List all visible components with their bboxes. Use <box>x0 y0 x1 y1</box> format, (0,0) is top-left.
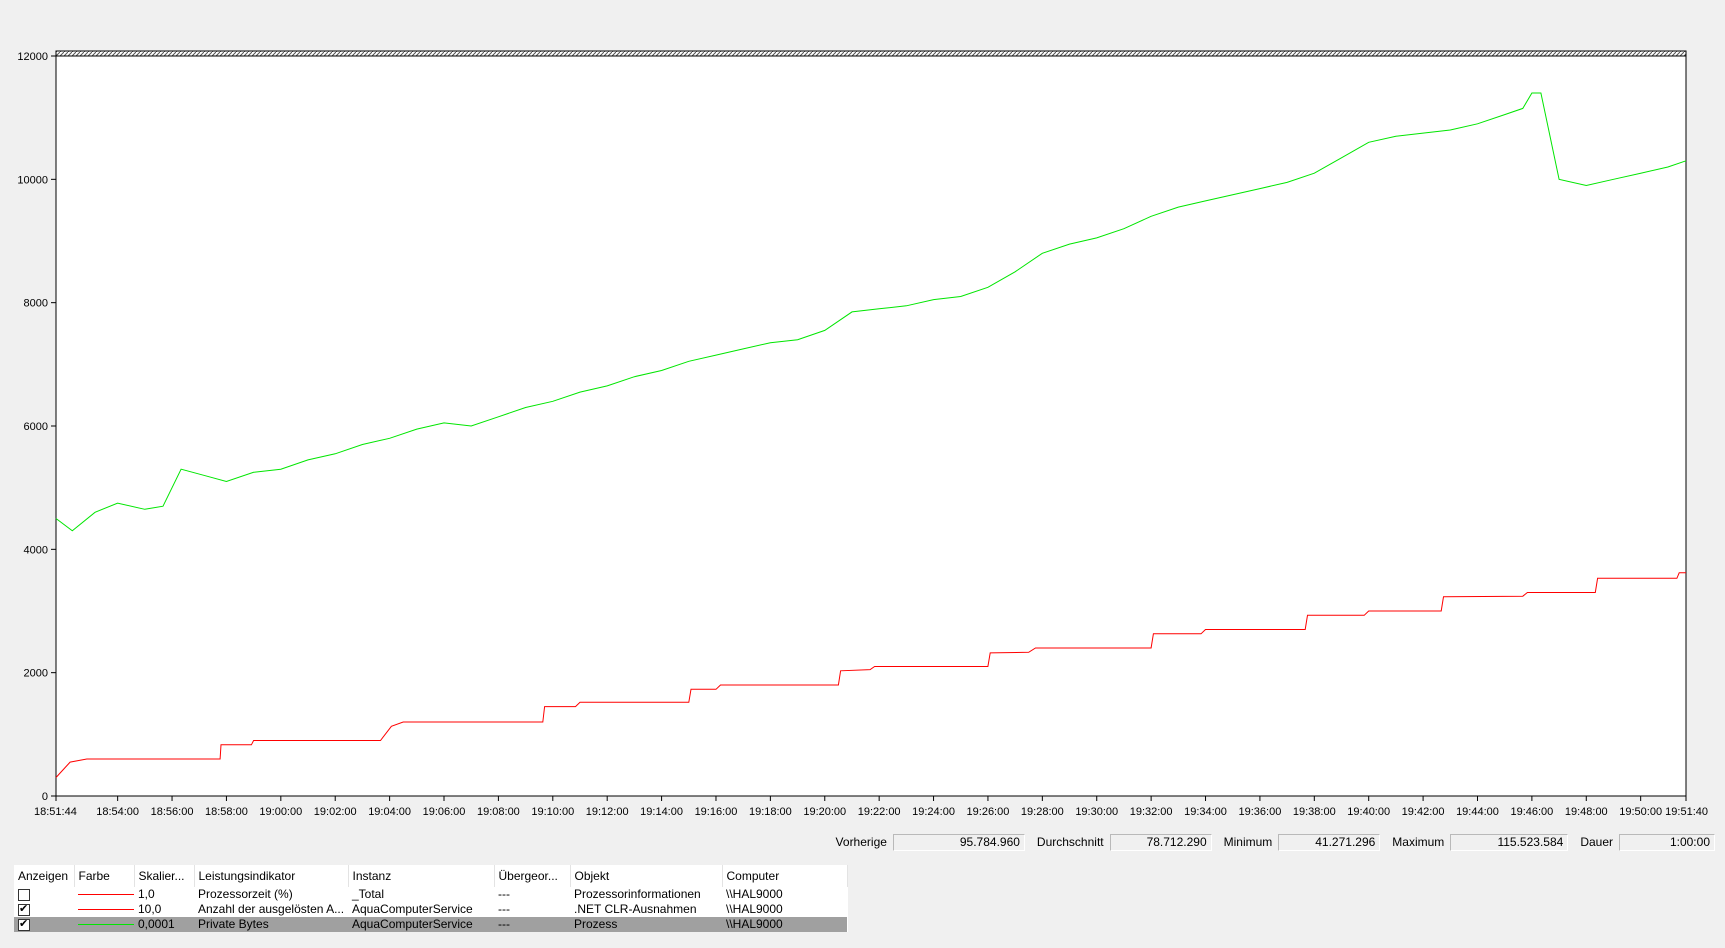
average-value: 78.712.290 <box>1109 833 1212 851</box>
counter-cell: Prozessorzeit (%) <box>198 887 293 901</box>
x-tick-label: 19:48:00 <box>1565 806 1608 818</box>
object-cell: Prozessorinformationen <box>574 887 701 901</box>
previous-value: 95.784.960 <box>892 833 1025 851</box>
object-cell: Prozess <box>570 917 722 932</box>
x-tick-label: 19:38:00 <box>1293 806 1336 818</box>
x-tick-label: 19:16:00 <box>695 806 738 818</box>
color-swatch <box>78 909 134 911</box>
x-tick-label: 18:51:44 <box>34 806 77 818</box>
object-cell: .NET CLR-Ausnahmen <box>574 902 697 916</box>
column-header-computer[interactable]: Computer <box>722 865 848 887</box>
table-row[interactable]: 10,0 Anzahl der ausgelösten A... AquaCom… <box>14 902 847 917</box>
x-tick-label: 19:22:00 <box>858 806 901 818</box>
color-swatch <box>78 894 134 896</box>
x-tick-label: 19:40:00 <box>1347 806 1390 818</box>
column-header-instance[interactable]: Instanz <box>348 865 495 887</box>
x-tick-label: 19:14:00 <box>640 806 683 818</box>
x-tick-label: 19:24:00 <box>912 806 955 818</box>
series-line-anzahl-der-ausgel-sten-ausnahmen <box>55 572 1686 778</box>
x-tick-label: 19:08:00 <box>477 806 520 818</box>
scale-cell: 10,0 <box>138 902 162 916</box>
y-tick-label: 0 <box>42 791 48 803</box>
series-layer <box>55 92 1687 778</box>
x-tick-label: 19:26:00 <box>967 806 1010 818</box>
x-tick-label: 19:06:00 <box>423 806 466 818</box>
x-tick-label: 19:42:00 <box>1402 806 1445 818</box>
duration-label: Dauer <box>1580 835 1613 849</box>
instance-cell: AquaComputerService <box>348 917 494 932</box>
y-tick-label: 2000 <box>24 668 48 680</box>
column-header-color[interactable]: Farbe <box>74 865 135 887</box>
show-checkbox[interactable] <box>18 888 30 901</box>
color-swatch <box>78 924 134 926</box>
minimum-value: 41.271.296 <box>1278 833 1381 851</box>
maximum-label: Maximum <box>1392 835 1445 849</box>
plot-top-hatch <box>55 50 1687 57</box>
parent-cell: --- <box>498 887 510 901</box>
x-tick-label: 19:36:00 <box>1239 806 1282 818</box>
x-tick-label: 19:50:00 <box>1619 806 1662 818</box>
instance-cell: _Total <box>352 887 385 901</box>
column-header-show[interactable]: Anzeigen <box>14 865 75 887</box>
computer-cell: \\HAL9000 <box>726 887 783 901</box>
previous-label: Vorherige <box>835 835 887 849</box>
x-tick-label: 19:02:00 <box>314 806 357 818</box>
column-header-parent[interactable]: Übergeor... <box>494 865 571 887</box>
x-tick-label: 19:30:00 <box>1075 806 1118 818</box>
parent-cell: --- <box>494 917 570 932</box>
computer-cell: \\HAL9000 <box>726 902 783 916</box>
legend-header-row: Anzeigen Farbe Skalier... Leistungsindik… <box>14 865 848 887</box>
series-line-private-bytes <box>55 92 1687 532</box>
x-tick-label: 19:51:40 <box>1665 806 1708 818</box>
duration-value: 1:00:00 <box>1619 833 1715 851</box>
scale-cell: 0,0001 <box>134 917 194 932</box>
show-checkbox[interactable] <box>18 917 30 931</box>
minimum-label: Minimum <box>1223 835 1273 849</box>
y-tick-label: 10000 <box>17 174 48 186</box>
y-tick-label: 8000 <box>24 298 48 310</box>
computer-cell: \\HAL9000 <box>722 917 847 932</box>
x-tick-label: 18:58:00 <box>205 806 248 818</box>
x-tick-label: 18:54:00 <box>96 806 139 818</box>
counter-legend-table: Anzeigen Farbe Skalier... Leistungsindik… <box>14 865 848 932</box>
parent-cell: --- <box>498 902 510 916</box>
column-header-scale[interactable]: Skalier... <box>134 865 195 887</box>
x-tick-label: 19:20:00 <box>803 806 846 818</box>
x-tick-label: 18:56:00 <box>151 806 194 818</box>
statistics-bar: Vorherige 95.784.960 Durchschnitt 78.712… <box>830 833 1715 851</box>
column-header-object[interactable]: Objekt <box>570 865 723 887</box>
x-axis: 18:51:44 18:54:00 18:56:00 18:58:00 19:00:00… <box>34 796 1708 818</box>
x-tick-label: 19:00:00 <box>259 806 302 818</box>
x-tick-label: 19:28:00 <box>1021 806 1064 818</box>
y-axis: 12000 10000 8000 6000 4000 2000 0 <box>17 51 56 803</box>
scale-cell: 1,0 <box>138 887 155 901</box>
x-tick-label: 19:46:00 <box>1510 806 1553 818</box>
y-tick-label: 4000 <box>24 544 48 556</box>
column-header-counter[interactable]: Leistungsindikator <box>194 865 349 887</box>
y-tick-label: 6000 <box>24 421 48 433</box>
instance-cell: AquaComputerService <box>352 902 473 916</box>
show-checkbox[interactable] <box>18 902 30 916</box>
x-tick-label: 19:18:00 <box>749 806 792 818</box>
maximum-value: 115.523.584 <box>1450 833 1569 851</box>
average-label: Durchschnitt <box>1036 835 1104 849</box>
x-tick-label: 19:12:00 <box>586 806 629 818</box>
table-row[interactable]: 1,0 Prozessorzeit (%) _Total --- Prozess… <box>14 887 847 902</box>
x-tick-label: 19:44:00 <box>1456 806 1499 818</box>
table-row[interactable]: 0,0001 Private Bytes AquaComputerService… <box>14 917 847 932</box>
x-tick-label: 19:04:00 <box>368 806 411 818</box>
counter-cell: Anzahl der ausgelösten A... <box>198 902 345 916</box>
counter-cell: Private Bytes <box>194 917 348 932</box>
x-tick-label: 19:32:00 <box>1130 806 1173 818</box>
plot-area[interactable] <box>55 50 1687 797</box>
x-tick-label: 19:10:00 <box>531 806 574 818</box>
y-tick-label: 12000 <box>17 51 48 63</box>
x-tick-label: 19:34:00 <box>1184 806 1227 818</box>
